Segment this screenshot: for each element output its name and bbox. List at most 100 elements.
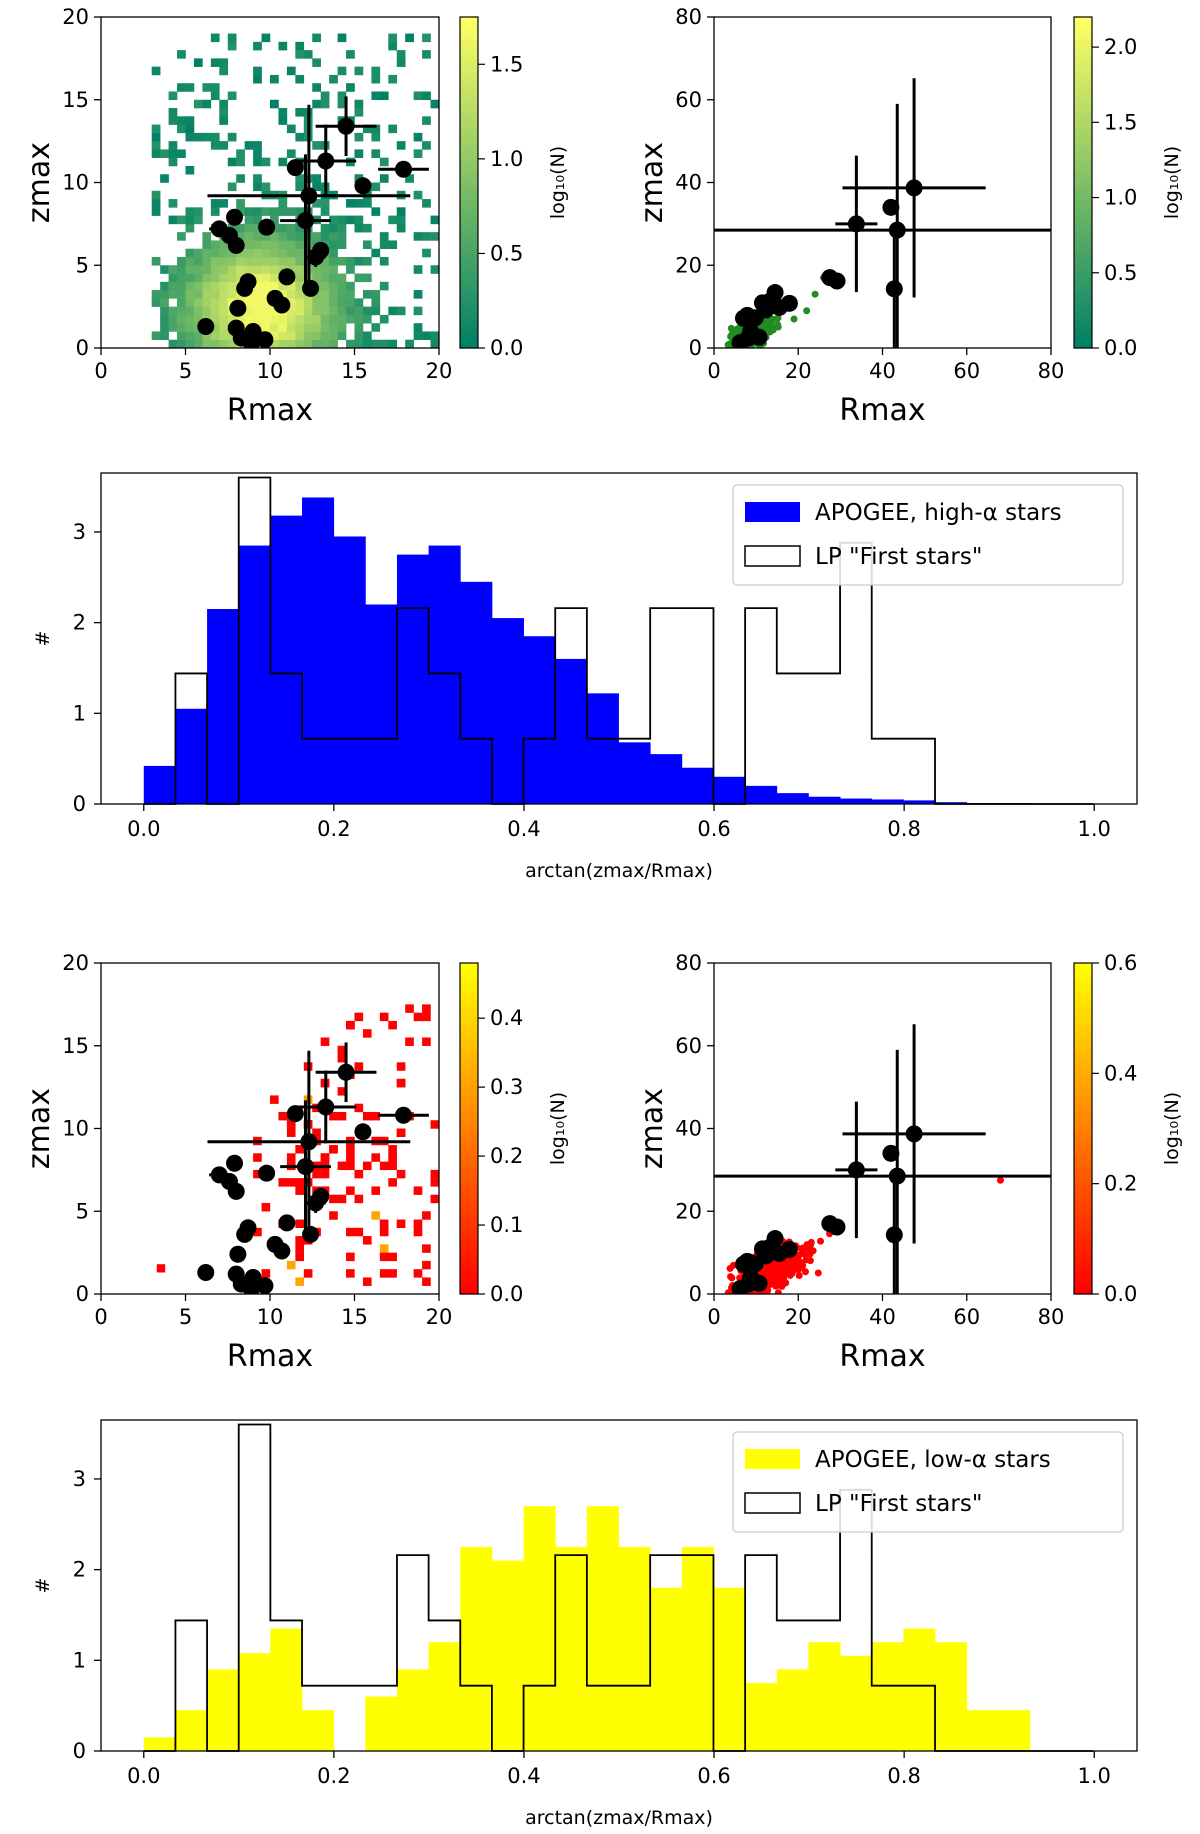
hist-bar xyxy=(903,800,936,804)
colorbar-swatch xyxy=(1074,1178,1092,1185)
colorbar-swatch xyxy=(1074,221,1092,228)
y-tick-label: 10 xyxy=(62,1117,89,1141)
hist2d-cell xyxy=(329,1111,338,1121)
colorbar-swatch xyxy=(460,1134,478,1141)
hist2d-cell xyxy=(346,215,355,225)
sample-point xyxy=(814,1269,822,1277)
hist2d-cell xyxy=(329,281,338,291)
colorbar-swatch xyxy=(1074,66,1092,73)
hist2d-cell xyxy=(227,157,237,167)
y-tick-label: 0 xyxy=(73,1739,86,1763)
hist2d-cell xyxy=(312,58,321,67)
hist2d-cell xyxy=(185,273,195,283)
first-star-point xyxy=(296,1158,314,1176)
hist2d-cell xyxy=(168,157,178,167)
hist2d-cell xyxy=(253,1227,262,1237)
hist2d-cell xyxy=(278,157,288,167)
hist2d-cell xyxy=(261,273,271,283)
sample-point xyxy=(724,1289,732,1294)
first-star-point xyxy=(227,236,245,254)
hist2d-cell xyxy=(312,83,321,92)
hist2d-cell xyxy=(354,223,364,233)
x-tick-label: 0.8 xyxy=(887,1764,920,1788)
hist2d-cell xyxy=(261,256,271,266)
legend-swatch-filled xyxy=(745,502,800,522)
hist2d-cell xyxy=(286,265,296,274)
x-axis-label: Rmax xyxy=(839,1339,925,1374)
hist2d-cell xyxy=(303,306,313,316)
y-tick-label: 80 xyxy=(675,5,702,29)
hist2d-cell xyxy=(346,314,355,324)
hist2d-cell xyxy=(253,273,262,283)
hist2d-cell xyxy=(371,91,381,101)
hist2d-cell xyxy=(422,248,431,258)
hist2d-cell xyxy=(202,306,212,316)
hist2d-cell xyxy=(261,207,271,216)
colorbar-swatch xyxy=(460,1073,478,1080)
panel-h2: 0.0 0.2 0.4 0.6 0.8 1.0 0 1 2 3 arctan(zmax/Rmax) #… xyxy=(32,1419,1138,1829)
hist2d-cell xyxy=(337,323,347,332)
y-tick-label: 40 xyxy=(675,171,702,195)
hist2d-cell xyxy=(210,298,220,307)
hist2d-cell xyxy=(396,223,406,233)
x-tick-label: 20 xyxy=(785,359,812,383)
hist2d-cell xyxy=(253,1153,262,1162)
colorbar-swatch xyxy=(1074,974,1092,981)
colorbar-swatch xyxy=(460,105,478,112)
colorbar-swatch xyxy=(460,968,478,975)
hist2d-cell xyxy=(177,331,186,341)
hist2d-cell xyxy=(236,149,245,158)
colorbar-swatch xyxy=(1074,199,1092,206)
hist2d-cell xyxy=(430,215,439,225)
hist2d-cell xyxy=(379,1252,389,1262)
hist2d-cell xyxy=(160,265,169,274)
hist2d-cell xyxy=(346,199,355,208)
hist2d-cell xyxy=(177,149,186,158)
first-star-point xyxy=(317,152,335,170)
hist2d-cell xyxy=(413,306,423,316)
hist2d-cell xyxy=(388,74,398,84)
colorbar-swatch xyxy=(460,143,478,150)
hist2d-cell xyxy=(329,74,338,84)
hist2d-cell xyxy=(413,265,423,274)
hist2d-cell xyxy=(286,339,296,348)
hist2d-cell xyxy=(362,124,372,134)
hist2d-cell xyxy=(354,1169,364,1179)
colorbar-swatch xyxy=(460,226,478,233)
hist-bar xyxy=(681,1546,714,1751)
hist2d-cell xyxy=(168,149,178,158)
colorbar-swatch xyxy=(460,1167,478,1174)
hist2d-cell xyxy=(320,339,330,348)
legend-swatch-filled xyxy=(745,1449,800,1469)
x-tick-label: 15 xyxy=(341,1305,368,1329)
hist2d-cell xyxy=(286,1260,296,1270)
hist2d-cell xyxy=(413,132,423,142)
colorbar-swatch xyxy=(460,254,478,261)
hist2d-cell xyxy=(253,174,262,183)
first-star-point xyxy=(244,1268,262,1286)
first-star-point xyxy=(354,177,372,195)
hist2d-cell xyxy=(405,1004,414,1013)
colorbar-swatch xyxy=(460,39,478,46)
x-tick-label: 0.6 xyxy=(697,1764,730,1788)
hist2d-cell xyxy=(405,1037,414,1046)
plot-area xyxy=(151,33,439,348)
hist2d-cell xyxy=(413,1186,423,1195)
x-tick-label: 0.8 xyxy=(887,817,920,841)
colorbar-swatch xyxy=(1074,1194,1092,1201)
hist2d-cell xyxy=(227,314,237,324)
colorbar-swatch xyxy=(460,88,478,95)
colorbar-swatch xyxy=(460,160,478,167)
colorbar-swatch xyxy=(460,1018,478,1025)
colorbar-tick-label: 1.0 xyxy=(490,147,523,171)
hist-bar xyxy=(808,1642,841,1751)
hist2d-cell xyxy=(337,298,347,307)
first-star-point xyxy=(300,1133,318,1151)
colorbar-swatch xyxy=(1074,28,1092,35)
first-star-point xyxy=(882,198,900,216)
hist2d-cell xyxy=(219,298,229,307)
colorbar-swatch xyxy=(1074,160,1092,167)
hist2d-cell xyxy=(396,50,406,59)
hist2d-cell xyxy=(227,281,237,291)
